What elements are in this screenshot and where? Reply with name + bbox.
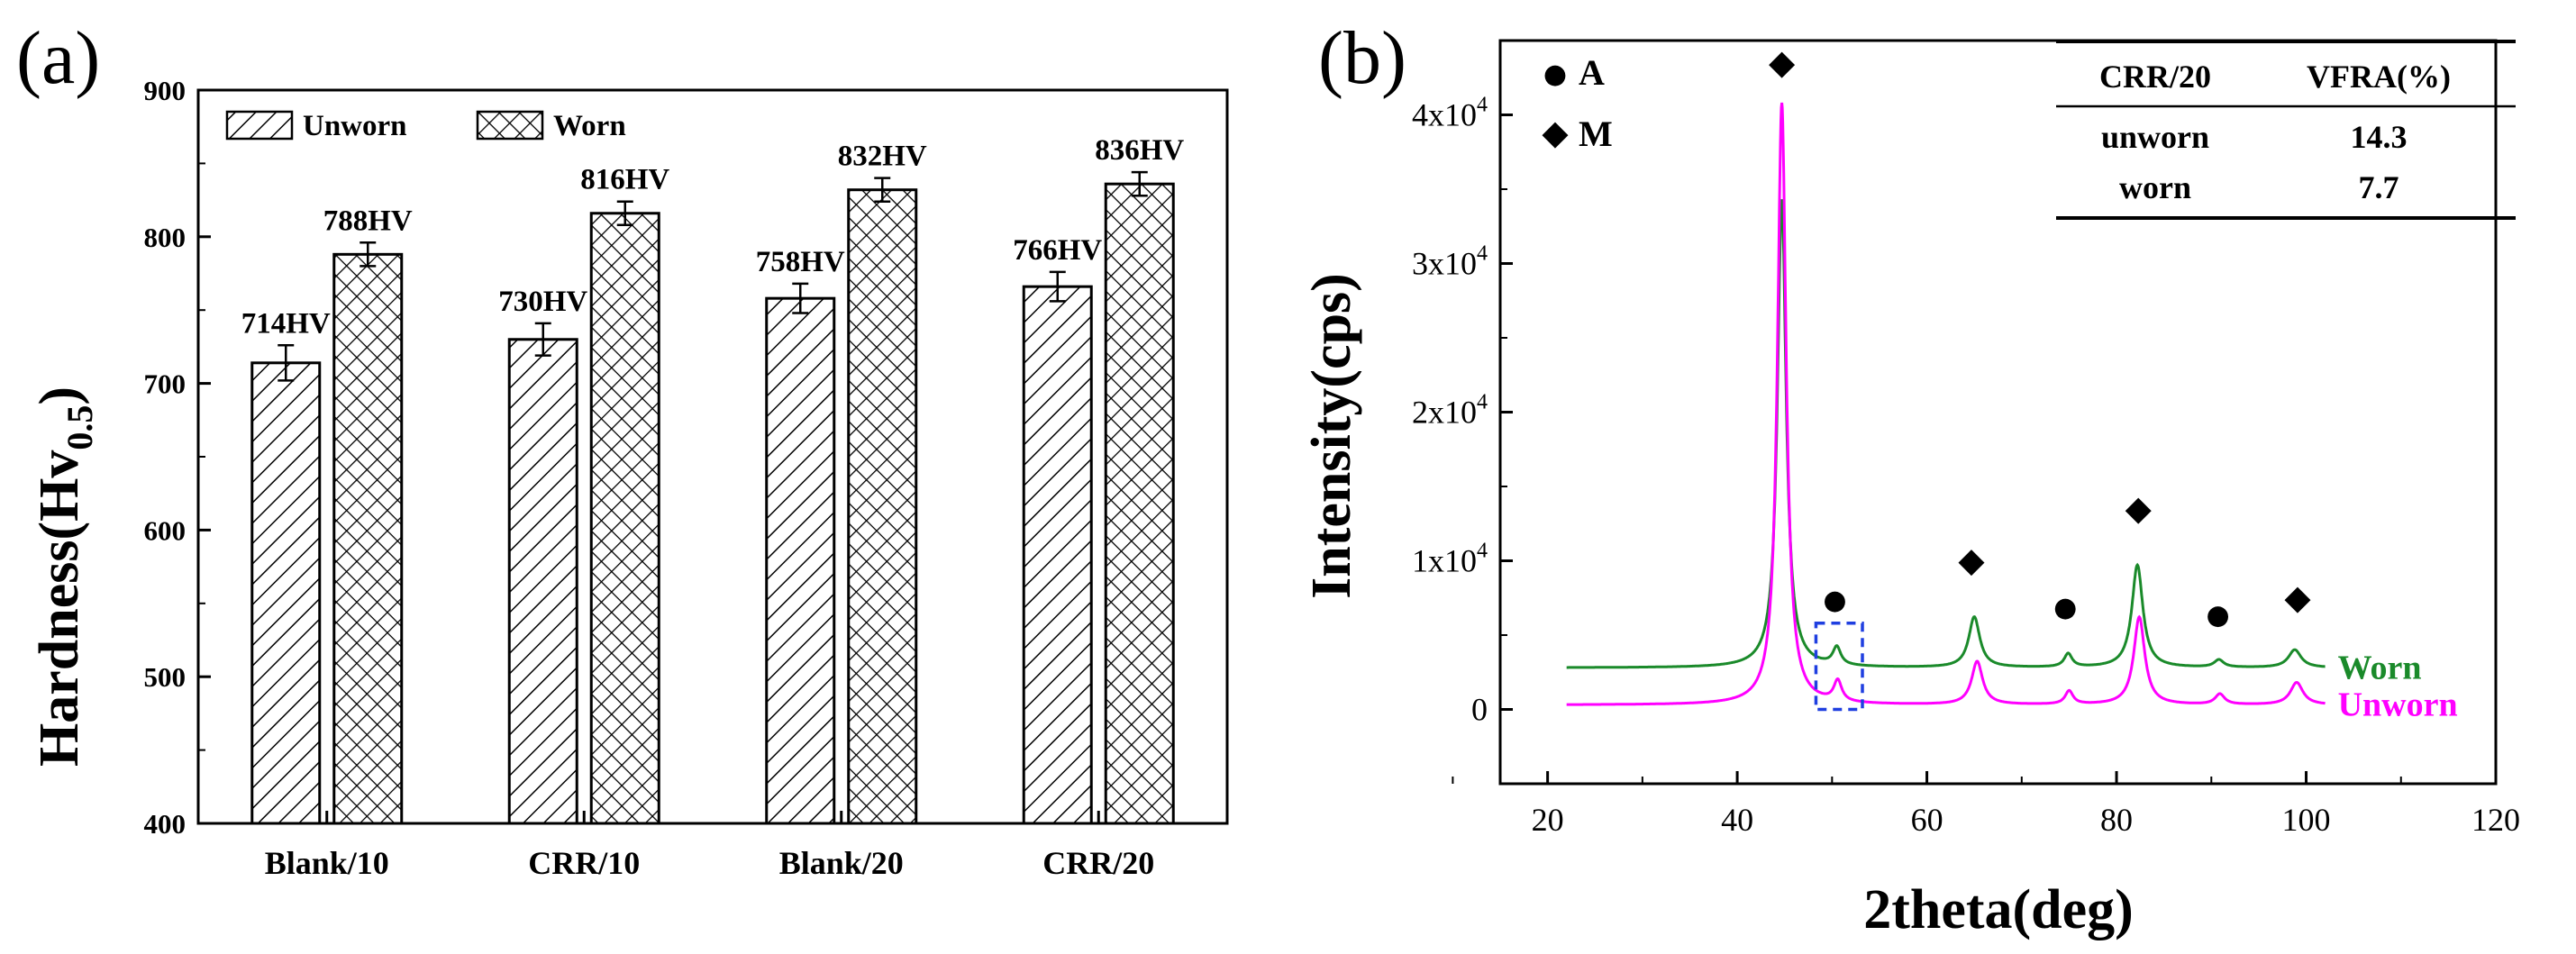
bar-unworn (507, 338, 578, 825)
y-tick-exponent: 4 (1477, 540, 1488, 563)
x-tick-label: 100 (2282, 802, 2331, 838)
phase-marker-austenite: ● (2053, 592, 2077, 623)
data-label-unworn: 758HV (756, 246, 845, 278)
y-tick-exponent: 4 (1477, 242, 1488, 266)
x-tick-label: 20 (1532, 802, 1564, 838)
hardness-bar-chart: (a) 400 500 600 700 800 900 Blank/10 714HV 788HV… (16, 16, 1229, 881)
phase-marker-austenite: ● (1823, 585, 1846, 616)
y-tick-label: 4x104 (1412, 94, 1488, 133)
bar-worn (589, 212, 660, 825)
bar-worn (332, 252, 404, 825)
data-label-unworn: 714HV (241, 307, 331, 340)
legend-swatch-unworn (225, 110, 294, 141)
hardness-legend: Unworn Worn (225, 110, 626, 142)
data-label-unworn: 730HV (498, 286, 587, 318)
xrd-y-axis-title: Intensity(cps) (1301, 273, 1362, 599)
panel-a-label: (a) (16, 16, 100, 100)
y-tick-label: 700 (144, 368, 187, 400)
data-label-worn: 816HV (580, 164, 669, 196)
y-tick-label: 1x104 (1412, 540, 1488, 579)
x-tick-label: 80 (2100, 802, 2133, 838)
y-tick-label: 900 (144, 75, 187, 106)
phase-legend-marker: ◆ (1542, 113, 1569, 152)
hardness-y-axis-title: Hardness(Hv0.5) (29, 386, 100, 767)
x-tick-label: CRR/20 (1042, 845, 1154, 881)
table-cell: 7.7 (2359, 169, 2399, 205)
y-tick-base: 0 (1471, 692, 1488, 728)
x-tick-label: 120 (2471, 802, 2520, 838)
series-label-unworn: Unworn (2338, 686, 2458, 724)
y-tick-label: 3x104 (1412, 242, 1488, 282)
phase-marker-martensite: ◆ (1958, 541, 1985, 580)
x-tick-label: Blank/10 (265, 845, 389, 881)
x-tick-label: CRR/10 (528, 845, 640, 881)
phase-marker-austenite: ● (2207, 599, 2230, 631)
y-tick-label: 400 (144, 808, 187, 840)
xrd-series-worn (1566, 199, 2326, 669)
y-tick-exponent: 4 (1477, 94, 1488, 117)
xrd-x-axis-title: 2theta(deg) (1863, 879, 2134, 940)
series-label-worn: Worn (2338, 649, 2422, 686)
table-header: CRR/20 (2099, 59, 2211, 95)
phase-legend-marker: ● (1543, 59, 1567, 90)
table-header: VFRA(%) (2307, 59, 2451, 95)
y-tick-label: 800 (144, 222, 187, 253)
legend-label-worn: Worn (553, 110, 626, 142)
table-cell: worn (2119, 169, 2191, 205)
xrd-plot-area: 20 40 60 80 100 12001x1042x1043x1044x104WornU… (1412, 39, 2520, 838)
table-cell: unworn (2101, 119, 2209, 155)
legend-label-unworn: Unworn (303, 110, 407, 142)
bar-worn (1104, 182, 1175, 825)
x-tick-label: 60 (1911, 802, 1943, 838)
phase-legend-label: M (1579, 114, 1613, 154)
data-label-worn: 788HV (323, 204, 413, 237)
xrd-series-unworn (1566, 102, 2326, 706)
bar-unworn (250, 361, 322, 825)
bar-unworn (765, 296, 836, 825)
panel-b-label: (b) (1318, 16, 1406, 100)
hardness-plot-area: 400 500 600 700 800 900 Blank/10 714HV 788HV CRR/… (144, 75, 1229, 881)
phase-marker-martensite: ◆ (1769, 42, 1796, 82)
bar-unworn (1022, 285, 1093, 825)
data-label-worn: 832HV (838, 141, 927, 173)
y-tick-label: 500 (144, 661, 187, 693)
phase-marker-martensite: ◆ (2125, 488, 2153, 528)
x-tick-label: 40 (1721, 802, 1753, 838)
legend-swatch-worn (476, 110, 544, 141)
bar-worn (847, 188, 918, 825)
y-tick-base: 4x10 (1412, 97, 1477, 133)
table-cell: 14.3 (2351, 119, 2408, 155)
y-tick-base: 1x10 (1412, 543, 1477, 579)
y-tick-base: 2x10 (1412, 395, 1477, 431)
xrd-line-chart: (b) 20 40 60 80 100 12001x1042x1043x1044x104W… (1301, 16, 2520, 940)
y-tick-label: 600 (144, 514, 187, 546)
y-tick-base: 3x10 (1412, 246, 1477, 282)
highlight-box (1814, 622, 1864, 712)
y-tick-label: 0 (1471, 692, 1488, 728)
y-tick-label: 2x104 (1412, 391, 1488, 431)
y-tick-exponent: 4 (1477, 391, 1488, 414)
data-label-worn: 836HV (1095, 134, 1184, 167)
phase-marker-martensite: ◆ (2284, 577, 2311, 617)
phase-legend-label: A (1579, 52, 1605, 93)
x-tick-label: Blank/20 (779, 845, 904, 881)
data-label-unworn: 766HV (1013, 234, 1102, 267)
